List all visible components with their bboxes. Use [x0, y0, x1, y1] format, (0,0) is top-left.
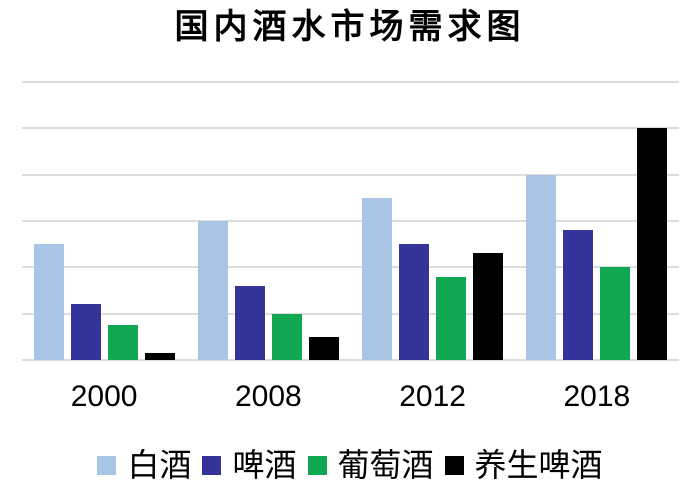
- gridline: [22, 220, 679, 222]
- x-axis: 2000 2008 2012 2018: [22, 380, 679, 414]
- bar-葡萄酒-2008: [271, 313, 302, 360]
- gridline: [22, 359, 679, 361]
- plot-area: [22, 81, 679, 361]
- legend-label: 白酒: [127, 447, 192, 483]
- x-axis-label-2000: 2000: [70, 380, 138, 413]
- bar-groups: [22, 82, 679, 360]
- legend-item-葡萄酒: 葡萄酒: [307, 445, 434, 485]
- legend-label: 啤酒: [232, 447, 297, 483]
- bar-白酒-2012: [362, 197, 393, 360]
- gridline: [22, 312, 679, 315]
- bar-白酒-2000: [33, 244, 64, 360]
- x-axis-label-2018: 2018: [563, 380, 631, 413]
- legend-label: 养生啤酒: [474, 447, 603, 483]
- legend-swatch-icon: [202, 455, 222, 475]
- bar-养生啤酒-2012: [473, 253, 504, 360]
- chart-title: 国内酒水市场需求图: [174, 9, 526, 46]
- legend-swatch-icon: [97, 455, 117, 475]
- legend-label: 葡萄酒: [337, 447, 434, 483]
- gridline: [22, 173, 679, 176]
- gridline: [22, 81, 679, 83]
- bar-养生啤酒-2008: [308, 336, 339, 360]
- bar-啤酒-2012: [399, 244, 430, 360]
- legend-item-啤酒: 啤酒: [202, 445, 297, 485]
- bar-白酒-2008: [197, 221, 228, 360]
- bar-白酒-2018: [526, 174, 557, 360]
- bar-养生啤酒-2018: [637, 128, 668, 360]
- bar-葡萄酒-2018: [600, 267, 631, 360]
- bar-group-2012: [351, 82, 515, 360]
- bar-葡萄酒-2000: [107, 325, 138, 360]
- legend-item-白酒: 白酒: [97, 445, 191, 485]
- bar-养生啤酒-2000: [144, 353, 175, 360]
- bar-group-2008: [186, 82, 350, 360]
- bar-啤酒-2000: [70, 304, 101, 360]
- bar-啤酒-2018: [563, 230, 594, 360]
- legend-swatch-icon: [444, 455, 464, 475]
- bar-group-2000: [22, 82, 186, 360]
- legend-swatch-icon: [307, 455, 327, 475]
- x-axis-label-2012: 2012: [399, 380, 466, 413]
- legend-item-养生啤酒: 养生啤酒: [444, 445, 603, 485]
- bar-啤酒-2008: [234, 285, 265, 360]
- bar-group-2018: [515, 82, 679, 360]
- gridline: [22, 127, 679, 130]
- legend: 白酒 啤酒 葡萄酒 养生啤酒: [0, 444, 700, 486]
- bar-葡萄酒-2012: [436, 276, 467, 360]
- x-axis-label-2008: 2008: [235, 380, 302, 413]
- gridline: [22, 266, 679, 269]
